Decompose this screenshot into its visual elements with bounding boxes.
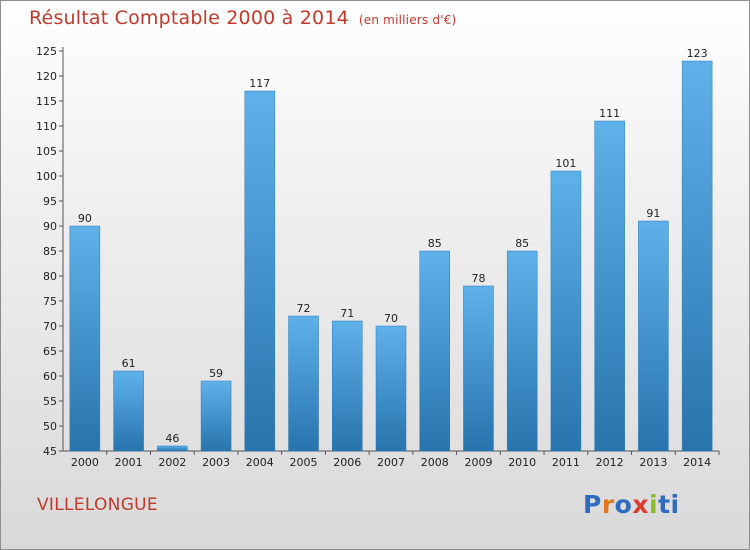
bar xyxy=(69,225,101,452)
x-tick-label: 2013 xyxy=(639,456,667,469)
bar-value-label: 111 xyxy=(599,107,620,120)
x-tick-label: 2007 xyxy=(377,456,405,469)
bar xyxy=(375,325,407,452)
logo-letter: x xyxy=(632,490,649,519)
x-tick-label: 2014 xyxy=(683,456,711,469)
y-tick-label: 55 xyxy=(43,395,57,408)
bar-value-label: 85 xyxy=(515,237,529,250)
bar xyxy=(200,380,232,452)
bar xyxy=(332,320,363,452)
x-tick-label: 2001 xyxy=(115,456,143,469)
bar xyxy=(506,250,538,452)
y-tick-label: 75 xyxy=(43,295,57,308)
y-tick-label: 125 xyxy=(36,45,57,58)
bar-value-label: 117 xyxy=(249,77,270,90)
bar xyxy=(244,90,276,452)
bar-value-label: 59 xyxy=(209,367,223,380)
y-tick-label: 60 xyxy=(43,370,57,383)
place-name: VILLELONGUE xyxy=(37,495,158,515)
logo-letter: i xyxy=(670,490,680,519)
logo-letter: t xyxy=(658,490,671,519)
bar xyxy=(463,285,494,452)
x-tick-label: 2009 xyxy=(464,456,492,469)
bar-value-label: 91 xyxy=(646,207,660,220)
y-tick-label: 90 xyxy=(43,220,57,233)
x-tick-label: 2011 xyxy=(552,456,580,469)
bar-value-label: 61 xyxy=(122,357,136,370)
x-tick-label: 2008 xyxy=(421,456,449,469)
y-tick-label: 100 xyxy=(36,170,57,183)
x-tick-label: 2002 xyxy=(158,456,186,469)
x-tick-label: 2005 xyxy=(290,456,318,469)
bar xyxy=(550,170,582,452)
logo-letter: P xyxy=(583,490,602,519)
x-tick-label: 2012 xyxy=(596,456,624,469)
chart-subtitle: (en milliers d'€) xyxy=(358,13,457,27)
bar-value-label: 70 xyxy=(384,312,398,325)
logo-letter: o xyxy=(614,490,633,519)
y-tick-label: 50 xyxy=(43,420,57,433)
bar xyxy=(681,60,713,452)
y-tick-label: 110 xyxy=(36,120,57,133)
x-tick-label: 2006 xyxy=(333,456,361,469)
proxiti-logo: Proxiti xyxy=(583,490,680,519)
x-tick-label: 2003 xyxy=(202,456,230,469)
logo-letter: i xyxy=(649,490,659,519)
y-tick-label: 70 xyxy=(43,320,57,333)
y-tick-label: 85 xyxy=(43,245,57,258)
bars xyxy=(69,60,713,452)
y-tick-label: 65 xyxy=(43,345,57,358)
bar-value-label: 46 xyxy=(165,432,179,445)
chart-title-text: Résultat Comptable 2000 à 2014 xyxy=(29,7,349,29)
y-tick-label: 120 xyxy=(36,70,57,83)
bar xyxy=(288,315,319,452)
bar-value-label: 90 xyxy=(78,212,92,225)
bar xyxy=(419,250,450,452)
y-tick-label: 80 xyxy=(43,270,57,283)
y-tick-label: 95 xyxy=(43,195,57,208)
y-tick-label: 105 xyxy=(36,145,57,158)
x-tick-label: 2010 xyxy=(508,456,536,469)
x-tick-label: 2000 xyxy=(71,456,99,469)
bar-value-label: 78 xyxy=(471,272,485,285)
bar-value-label: 123 xyxy=(687,47,708,60)
y-tick-label: 45 xyxy=(43,445,57,458)
bar xyxy=(113,370,144,452)
bar-value-label: 71 xyxy=(340,307,354,320)
bar xyxy=(157,445,188,452)
bar xyxy=(638,220,669,452)
bar xyxy=(594,120,625,452)
logo-letter: r xyxy=(601,490,615,519)
bar-value-label: 72 xyxy=(297,302,311,315)
bar-value-label: 85 xyxy=(428,237,442,250)
chart-title: Résultat Comptable 2000 à 2014 (en millie… xyxy=(29,7,456,29)
data-labels: 90 61 46 59 117 72 71 70 85 78 85 101 111 91 123 xyxy=(78,47,708,445)
y-tick-label: 115 xyxy=(36,95,57,108)
bar-value-label: 101 xyxy=(555,157,576,170)
x-tick-label: 2004 xyxy=(246,456,274,469)
